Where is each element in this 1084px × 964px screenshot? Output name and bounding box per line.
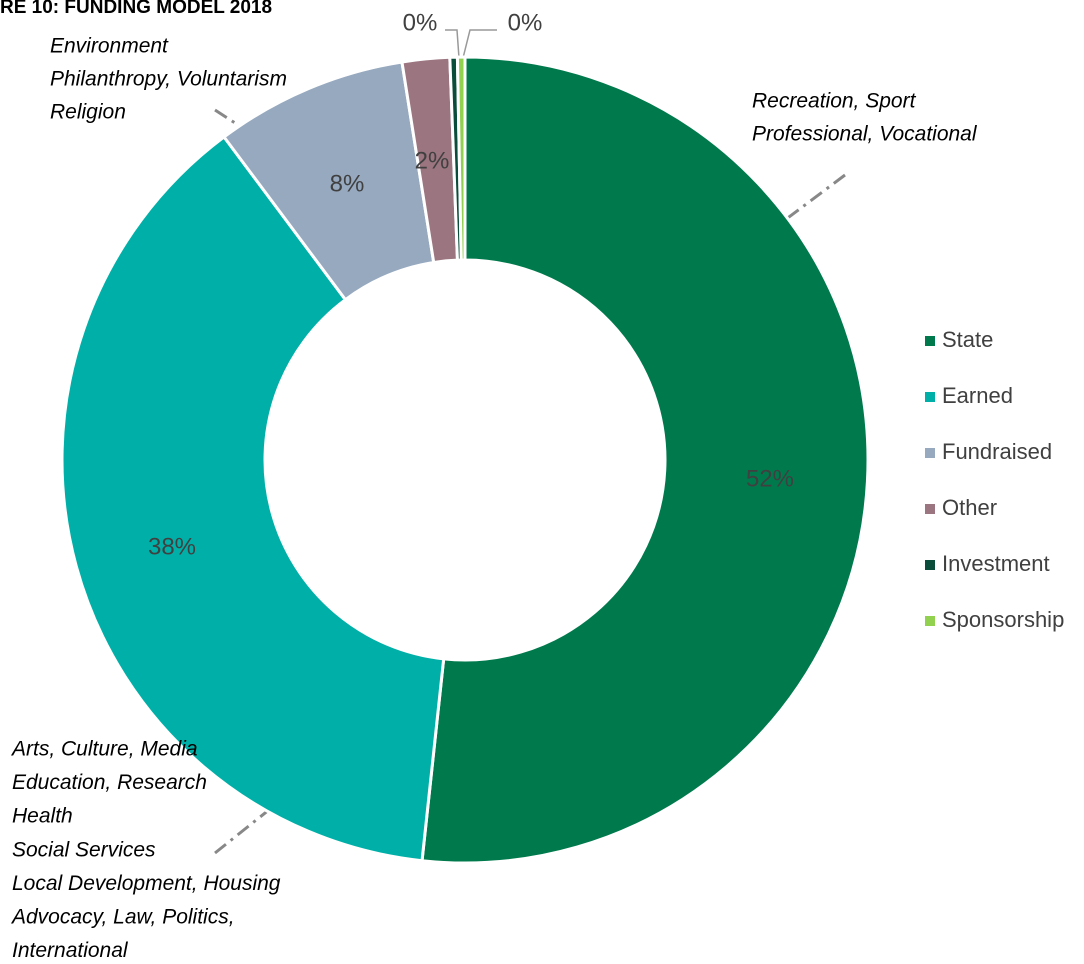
leader-line [445, 29, 460, 59]
legend-label: Earned [942, 383, 1013, 408]
annotation: Arts, Culture, Media [10, 738, 198, 761]
annotation: Social Services [12, 838, 156, 861]
data-label: 38% [148, 533, 196, 560]
legend-label: Fundraised [942, 439, 1052, 464]
data-label: 0% [403, 9, 438, 36]
data-label: 0% [508, 9, 543, 36]
legend-swatch [925, 504, 935, 514]
annotation: Recreation, Sport [752, 90, 917, 113]
annotation: Religion [50, 101, 126, 124]
chart-title: RE 10: FUNDING MODEL 2018 [0, 0, 272, 18]
legend-label: Investment [942, 551, 1050, 576]
legend-swatch [925, 336, 935, 346]
leader-line [744, 173, 846, 252]
data-label: 2% [415, 147, 450, 174]
annotation: Professional, Vocational [752, 123, 978, 146]
leader-line [214, 771, 316, 855]
legend-label: Other [942, 495, 997, 520]
annotation: Local Development, Housing [12, 872, 281, 895]
leader-line [462, 29, 497, 59]
legend-swatch [925, 448, 935, 458]
slice [60, 134, 446, 863]
data-label: 8% [330, 170, 365, 197]
legend-label: Sponsorship [942, 607, 1064, 632]
annotation: Advocacy, Law, Politics, [10, 906, 235, 929]
data-label: 52% [746, 465, 794, 492]
annotation: Philanthropy, Voluntarism [50, 68, 287, 91]
annotation: Education, Research [12, 771, 207, 794]
annotation: Health [12, 805, 73, 828]
legend-swatch [925, 392, 935, 402]
small-leaders [445, 29, 497, 59]
annotation: Environment [50, 35, 169, 58]
legend-label: State [942, 327, 993, 352]
legend-swatch [925, 560, 935, 570]
slice [455, 55, 467, 262]
annotation: International [12, 939, 129, 962]
slice [420, 55, 870, 865]
legend-swatch [925, 616, 935, 626]
